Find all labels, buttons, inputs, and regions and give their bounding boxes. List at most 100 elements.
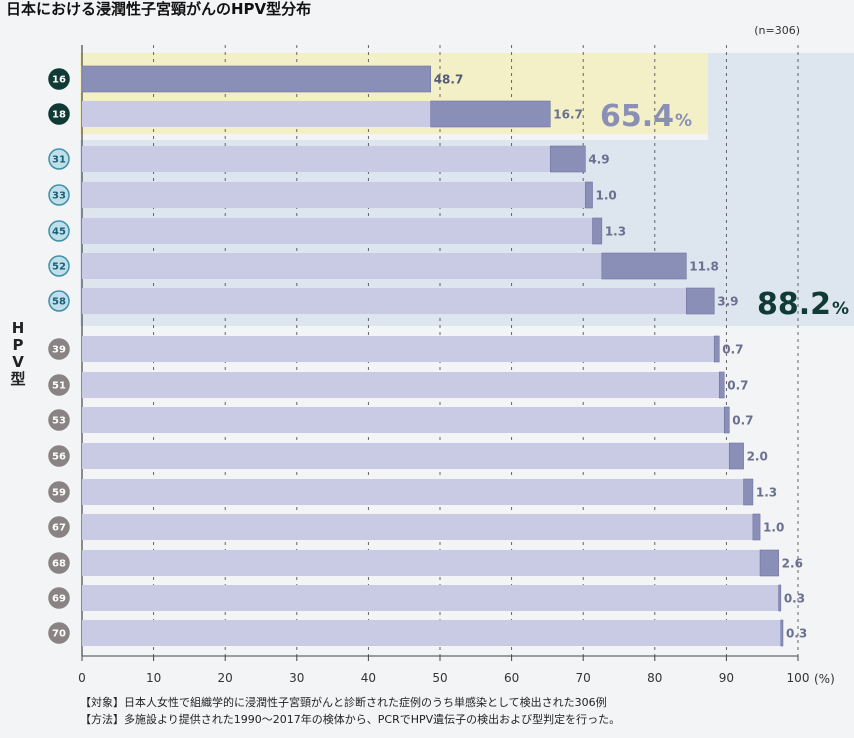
value-label-53: 0.7 [732,414,753,428]
hpv-badge-58 [48,290,70,312]
hpv-badge-68 [48,552,70,574]
bar-segment-33 [585,181,593,209]
bar-segment-18 [430,100,551,128]
bar-segment-45 [592,217,603,245]
value-label-52: 11.8 [689,260,719,274]
hpv-badge-45 [48,220,70,242]
bar-segment-53 [723,406,730,434]
footnotes: 【対象】日本人女性で組織学的に浸潤性子宮頸がんと診断された症例のうち単感染として… [80,694,850,728]
chart-title: 日本における浸潤性子宮頸がんのHPV型分布 [6,0,311,18]
y-axis-label-char: H [12,319,25,337]
bar-segment-70 [780,619,784,647]
bar-base-67 [82,514,761,540]
value-label-18: 16.7 [553,108,583,122]
x-tick-label-0: 0 [78,671,86,685]
footnote-target: 【対象】日本人女性で組織学的に浸潤性子宮頸がんと診断された症例のうち単感染として… [80,696,607,709]
bar-base-33 [82,182,593,208]
value-label-67: 1.0 [763,521,784,535]
cumulative-total-88-2: 88.2% [757,287,849,322]
value-label-39: 0.7 [722,343,743,357]
value-label-68: 2.6 [782,557,803,571]
hpv-badge-33 [48,184,70,206]
hpv-badge-18 [48,103,70,125]
bar-segment-68 [759,549,779,577]
x-tick-label-100: 100 [787,671,810,685]
footnote-method: 【方法】多施設より提供された1990〜2017年の検体から、PCRでHPV遺伝子… [80,713,621,726]
hpv-type-label-51: 51 [52,381,66,392]
hpv-type-label-67: 67 [52,523,66,534]
hpv-type-label-31: 31 [52,155,66,166]
x-tick-label-40: 40 [361,671,376,685]
bar-segment-51 [718,371,725,399]
hpv-badge-52 [48,255,70,277]
y-axis-label-char: 型 [10,370,25,388]
hpv-type-label-16: 16 [52,75,66,86]
hpv-type-label-59: 59 [52,488,66,499]
sample-size-note: (n=306) [754,24,800,37]
hpv-type-label-52: 52 [52,262,66,273]
bar-base-59 [82,479,753,505]
x-tick-label-90: 90 [719,671,734,685]
y-axis-label: HPV型 [10,319,25,388]
x-tick-label-20: 20 [218,671,233,685]
bar-segment-58 [686,287,715,315]
value-label-70: 0.3 [786,627,807,641]
cumulative-total-65-4: 65.4% [600,99,692,134]
x-tick-label-80: 80 [647,671,662,685]
hpv-type-label-56: 56 [52,452,66,463]
bar-segment-67 [752,513,761,541]
value-label-16: 48.7 [434,73,464,87]
hpv-badge-67 [48,516,70,538]
hpv-type-label-53: 53 [52,416,66,427]
value-label-33: 1.0 [596,189,617,203]
hpv-badge-51 [48,374,70,396]
hpv-badge-53 [48,409,70,431]
bar-segment-56 [728,442,744,470]
x-axis-unit: (%) [814,672,835,686]
bar-base-68 [82,550,779,576]
x-tick-label-10: 10 [146,671,161,685]
highlight-band-extension [708,53,854,140]
hpv-badge-31 [48,148,70,170]
hpv-type-label-58: 58 [52,297,66,308]
bar-base-58 [82,288,715,314]
value-label-56: 2.0 [747,450,768,464]
bar-segment-52 [601,252,687,280]
hpv-badge-16 [48,68,70,90]
bar-base-69 [82,585,781,611]
y-axis-label-char: V [12,353,24,371]
hpv-badge-70 [48,622,70,644]
hpv-badge-59 [48,481,70,503]
bar-base-56 [82,443,744,469]
hpv-badge-69 [48,587,70,609]
y-axis-label-char: P [13,336,24,354]
bar-base-52 [82,253,687,279]
hpv-badge-56 [48,445,70,467]
value-label-31: 4.9 [588,153,609,167]
value-label-59: 1.3 [756,486,777,500]
bar-base-70 [82,620,783,646]
x-tick-label-50: 50 [432,671,447,685]
bar-base-39 [82,336,720,362]
value-label-58: 3.9 [717,295,738,309]
value-label-51: 0.7 [727,379,748,393]
hpv-type-label-39: 39 [52,345,66,356]
bar-segment-69 [778,584,782,612]
bar-base-45 [82,218,602,244]
x-tick-label-70: 70 [576,671,591,685]
hpv-type-label-70: 70 [52,629,66,640]
x-tick-label-60: 60 [504,671,519,685]
bar-base-53 [82,407,730,433]
value-label-69: 0.3 [784,592,805,606]
hpv-badge-39 [48,338,70,360]
hpv-type-label-33: 33 [52,191,66,202]
bar-segment-16 [81,65,431,93]
bar-base-31 [82,146,586,172]
hpv-type-label-18: 18 [52,110,66,121]
hpv-type-label-69: 69 [52,594,66,605]
hpv-type-label-68: 68 [52,559,66,570]
bar-segment-31 [549,145,586,173]
hpv-type-label-45: 45 [52,227,66,238]
